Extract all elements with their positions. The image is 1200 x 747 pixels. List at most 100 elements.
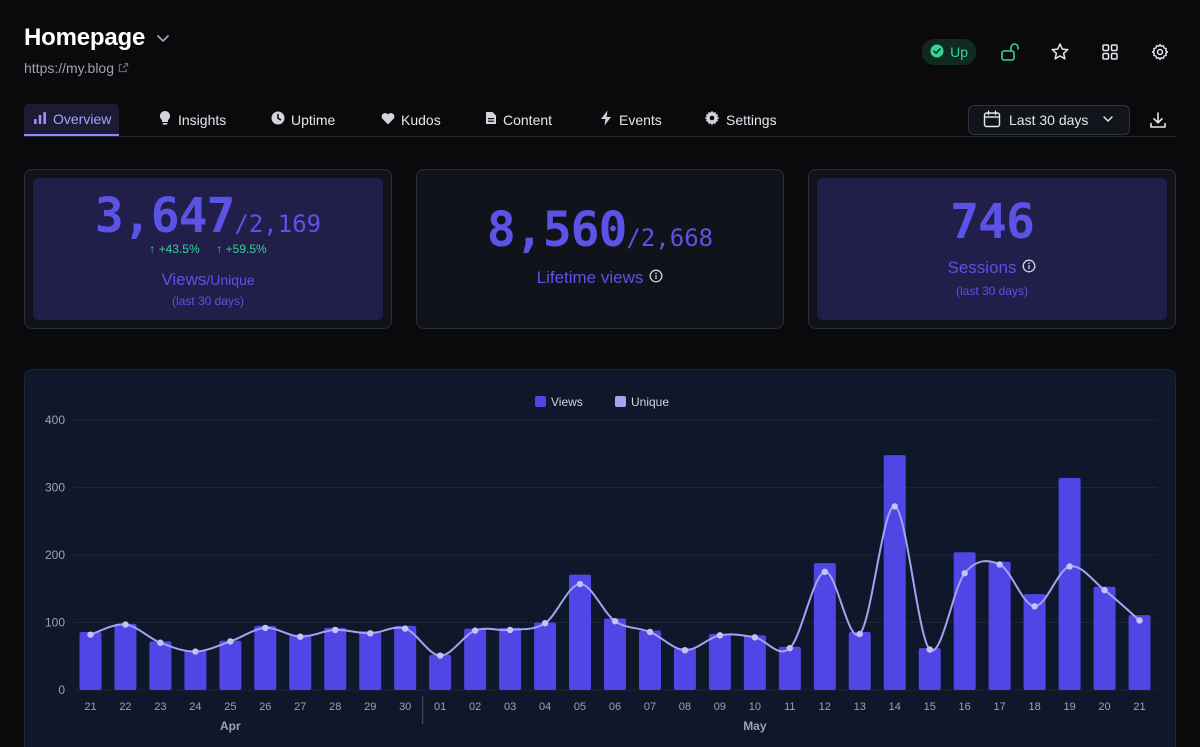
sessions-card: 746 Sessions (last 30 days) (808, 169, 1176, 329)
bar-views (673, 648, 696, 690)
bar-views (1128, 615, 1151, 690)
legend-swatch (535, 396, 546, 407)
x-tick-label: 30 (399, 701, 411, 713)
tab-label: Insights (178, 111, 227, 128)
bar-views (254, 625, 277, 690)
x-tick-label: 11 (784, 701, 795, 713)
x-tick-label: 21 (1133, 701, 1145, 713)
bar-views (743, 635, 766, 690)
bar-views (988, 561, 1011, 690)
point-unique (157, 639, 164, 646)
tab-settings[interactable]: Settings (704, 103, 777, 136)
y-tick-label: 400 (45, 413, 65, 427)
chevron-down-icon[interactable] (153, 28, 173, 48)
bar-views (848, 631, 871, 690)
x-tick-label: 01 (434, 701, 446, 713)
views-card-inner: 3,647/2,169 ↑ +43.5% ↑ +59.5% Views/Uniq… (33, 178, 383, 320)
unlock-icon[interactable] (994, 38, 1026, 66)
x-tick-label: 03 (504, 701, 516, 713)
sessions-label: Sessions (947, 258, 1017, 277)
point-unique (367, 630, 374, 637)
settings-gear-icon[interactable] (1144, 38, 1176, 66)
x-tick-label: 04 (539, 701, 551, 713)
legend-label: Unique (631, 395, 669, 409)
download-icon[interactable] (1146, 107, 1170, 133)
point-unique (996, 561, 1003, 568)
point-unique (891, 503, 898, 510)
point-unique (751, 634, 759, 641)
external-link-icon[interactable] (118, 60, 129, 76)
star-icon[interactable] (1044, 38, 1076, 66)
x-tick-label: 27 (294, 701, 306, 713)
date-range-label: Last 30 days (1009, 112, 1089, 128)
sessions-sublabel: (last 30 days) (955, 284, 1029, 298)
tab-label: Uptime (291, 111, 336, 128)
bar-views (184, 650, 207, 690)
point-unique (611, 617, 619, 625)
tab-label: Settings (726, 111, 777, 128)
bar-views (604, 618, 626, 690)
x-tick-label: 28 (329, 701, 341, 713)
views-label-suffix: /Unique (206, 272, 255, 288)
bar-chart-icon (33, 111, 47, 128)
views-chart-card: 0 100 200 300 400 Views Unique 21 22 23 24 25 26 27 28… (24, 369, 1176, 747)
bar-views (359, 631, 382, 690)
tab-insights[interactable]: Insights (158, 103, 226, 136)
bar-views (394, 625, 417, 690)
x-tick-label: 12 (819, 701, 831, 713)
tab-label: Events (619, 111, 662, 128)
x-tick-label: 13 (854, 701, 866, 713)
x-tick-label: 06 (609, 701, 621, 713)
point-unique (297, 633, 304, 640)
tab-overview[interactable]: Overview (24, 104, 120, 136)
check-circle-icon (930, 44, 944, 61)
point-unique (961, 570, 968, 577)
gear-icon (704, 110, 720, 129)
point-unique (821, 568, 829, 576)
info-icon[interactable] (649, 269, 663, 288)
page-header: Homepage https://my.blog (24, 24, 173, 76)
bar-views (149, 641, 172, 690)
x-tick-label: 17 (994, 701, 1006, 713)
point-unique (926, 646, 933, 653)
x-tick-label: 22 (119, 701, 131, 713)
x-tick-label: 24 (189, 701, 201, 713)
point-unique (1031, 603, 1038, 610)
info-icon[interactable] (1022, 259, 1036, 278)
bar-views (79, 631, 102, 690)
bar-views (569, 574, 592, 690)
views-chart: 0 100 200 300 400 Views Unique 21 22 23 24 25 26 27 28… (45, 395, 1157, 733)
x-tick-label: 26 (259, 701, 271, 713)
bar-views (464, 628, 487, 690)
bar-views (499, 627, 522, 690)
site-url-link[interactable]: https://my.blog (24, 60, 115, 76)
bar-views (883, 455, 906, 690)
point-unique (681, 646, 689, 654)
y-tick-label: 200 (45, 548, 65, 562)
tab-label: Kudos (401, 111, 441, 128)
bar-views (534, 622, 557, 690)
grid-icon[interactable] (1094, 38, 1126, 66)
point-unique (1136, 617, 1143, 624)
sessions-value: 746 (950, 194, 1035, 250)
y-tick-label: 300 (45, 481, 65, 495)
bar-views (708, 633, 731, 690)
point-unique (192, 648, 199, 655)
unique-value: /2,169 (234, 210, 322, 238)
x-tick-label: 19 (1063, 701, 1075, 713)
x-tick-label: 07 (644, 701, 656, 713)
y-tick-label: 0 (58, 683, 65, 697)
tab-content[interactable]: Content (485, 103, 552, 136)
status-badge[interactable]: Up (922, 39, 976, 65)
tab-kudos[interactable]: Kudos (381, 103, 441, 136)
tab-uptime[interactable]: Uptime (271, 103, 335, 136)
point-unique (646, 628, 654, 636)
tab-events[interactable]: Events (599, 103, 662, 136)
bar-views (429, 654, 452, 690)
bar-views (918, 648, 941, 690)
legend-label: Views (551, 395, 583, 409)
bar-views (289, 634, 312, 690)
bar-views (219, 640, 242, 690)
date-range-select[interactable]: Last 30 days (968, 105, 1130, 135)
point-unique (1101, 586, 1108, 594)
